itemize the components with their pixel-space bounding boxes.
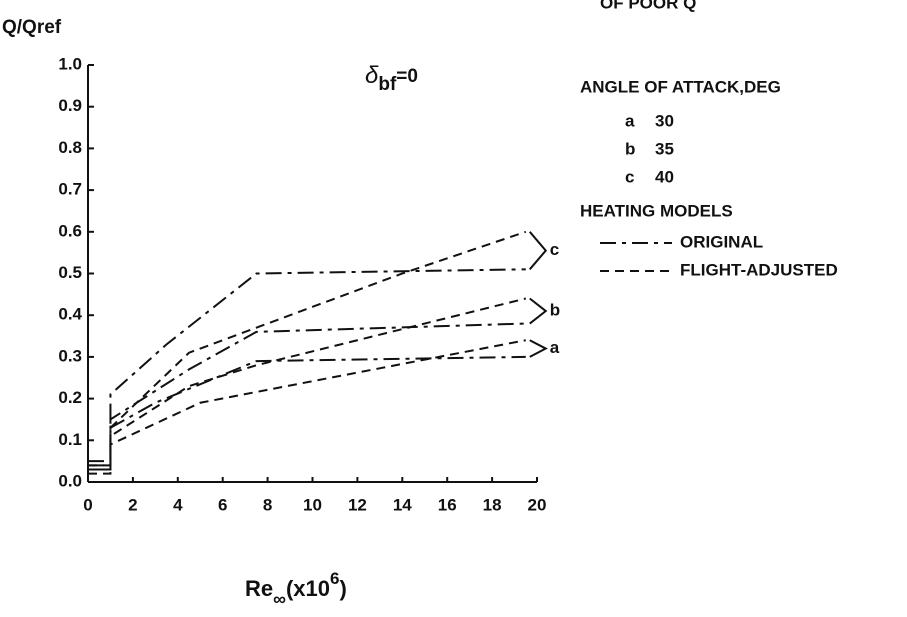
x-tick-label: 0 [83,495,92,514]
legend-angle: 30 [655,111,674,130]
legend-key: b [625,139,635,158]
legend-title: ANGLE OF ATTACK,DEG [580,77,781,96]
curve-label: c [550,240,559,259]
legend-key: a [625,111,635,130]
y-tick-label: 0.3 [58,346,82,365]
curve-bracket [529,297,548,325]
x-tick-label: 20 [528,495,547,514]
y-tick-label: 0.5 [58,263,82,282]
stamp: OF POOR Q [600,0,696,12]
legend-key: c [625,167,634,186]
legend-angle: 40 [655,167,674,186]
x-tick-label: 18 [483,495,502,514]
y-axis-label: Q/Qref [2,17,62,38]
curve-label: b [550,301,560,320]
x-tick-label: 12 [348,495,367,514]
curve [88,297,527,471]
curve-label: a [550,338,560,357]
y-tick-label: 0.2 [58,388,82,407]
legend-label: FLIGHT-ADJUSTED [680,260,838,279]
curve [88,230,527,467]
x-tick-label: 16 [438,495,457,514]
y-tick-label: 0.7 [58,180,82,199]
y-tick-label: 0.9 [58,96,82,115]
y-tick-label: 0.8 [58,138,82,157]
x-tick-label: 6 [218,495,227,514]
legend-label: ORIGINAL [680,232,763,251]
curve-bracket [529,339,548,358]
x-axis-label: Re∞(x106) [245,569,347,608]
y-tick-label: 0.1 [58,430,82,449]
x-tick-label: 2 [128,495,137,514]
y-tick-label: 0.0 [58,471,82,490]
legend-title: HEATING MODELS [580,201,733,220]
curve-bracket [529,231,548,270]
x-tick-label: 10 [303,495,322,514]
curve [88,322,526,467]
y-tick-label: 0.6 [58,221,82,240]
legend-angle: 35 [655,139,674,158]
y-tick-label: 0.4 [58,305,82,324]
y-tick-label: 1.0 [58,54,82,73]
x-tick-label: 4 [173,495,183,514]
curve [88,339,526,475]
x-tick-label: 14 [393,495,412,514]
annotation: δbf=0 [365,62,418,95]
x-tick-label: 8 [263,495,272,514]
curve [88,355,526,471]
curve [88,268,526,463]
